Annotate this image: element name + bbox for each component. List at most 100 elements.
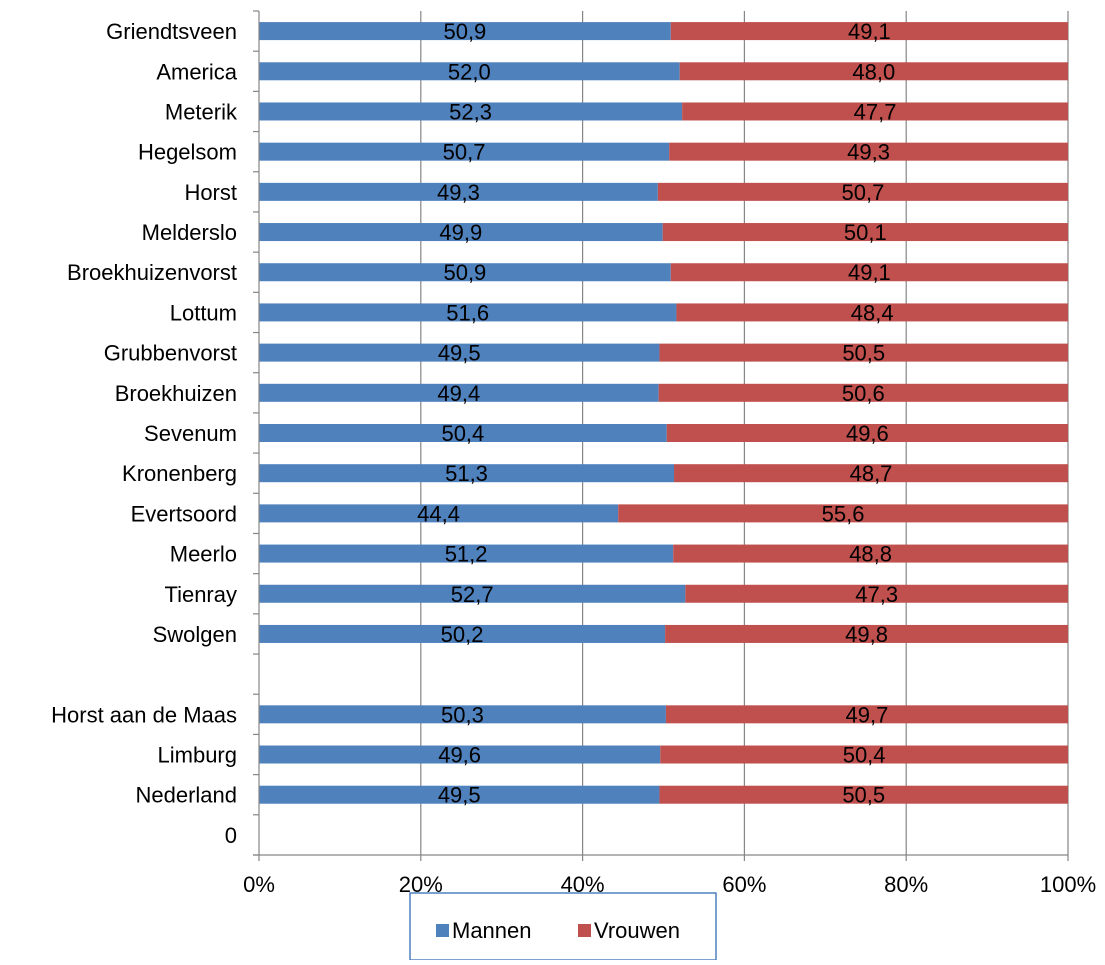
category-label: Meerlo <box>170 542 237 567</box>
data-label-vrouwen: 49,1 <box>848 260 891 285</box>
category-label: Evertsoord <box>131 501 237 526</box>
category-label: Meterik <box>165 99 238 124</box>
category-label: Hegelsom <box>138 140 237 165</box>
data-label-mannen: 49,3 <box>437 180 480 205</box>
legend-label-mannen: Mannen <box>452 918 532 943</box>
category-label: Kronenberg <box>122 461 237 486</box>
bar-mannen <box>259 343 660 362</box>
category-label: Horst aan de Maas <box>51 702 237 727</box>
data-label-mannen: 49,9 <box>439 220 482 245</box>
category-label: Grubbenvorst <box>104 341 237 366</box>
labels-layer: Griendtsveen 50,9 49,1 America 52,0 48,0 Meter… <box>51 19 898 848</box>
bar-vrouwen <box>670 263 1068 282</box>
data-label-vrouwen: 49,1 <box>848 19 891 44</box>
data-label-vrouwen: 49,6 <box>846 421 889 446</box>
data-label-mannen: 51,6 <box>446 300 489 325</box>
bar-mannen <box>259 464 675 483</box>
category-label: Sevenum <box>144 421 237 446</box>
bar-mannen <box>259 263 671 282</box>
bar-vrouwen <box>659 785 1068 804</box>
bar-vrouwen <box>657 182 1068 201</box>
legend: Mannen Vrouwen <box>409 892 717 961</box>
category-label: Lottum <box>170 300 237 325</box>
data-label-vrouwen: 50,5 <box>842 341 885 366</box>
category-label: Broekhuizenvorst <box>67 260 237 285</box>
bar-mannen <box>259 624 666 643</box>
data-label-mannen: 50,2 <box>441 622 484 647</box>
data-label-vrouwen: 50,4 <box>843 743 886 768</box>
bar-mannen <box>259 223 663 242</box>
x-tick-label: 100% <box>1040 872 1096 897</box>
category-label: Nederland <box>135 783 237 808</box>
bar-mannen <box>259 785 660 804</box>
bar-mannen <box>259 62 680 81</box>
bar-vrouwen <box>670 22 1068 41</box>
bar-mannen <box>259 745 661 764</box>
bar-mannen <box>259 303 677 322</box>
category-label: Swolgen <box>153 622 237 647</box>
data-label-vrouwen: 50,7 <box>842 180 885 205</box>
bar-vrouwen <box>669 142 1068 161</box>
data-label-vrouwen: 49,3 <box>847 140 890 165</box>
data-label-vrouwen: 55,6 <box>822 501 865 526</box>
data-label-vrouwen: 48,7 <box>850 461 893 486</box>
bar-mannen <box>259 584 686 603</box>
x-tick-label: 60% <box>722 872 766 897</box>
legend-swatch-mannen <box>436 924 449 937</box>
category-label: Horst <box>184 180 237 205</box>
bar-mannen <box>259 705 666 724</box>
data-label-mannen: 50,9 <box>443 19 486 44</box>
bar-vrouwen <box>676 303 1068 322</box>
bar-mannen <box>259 182 658 201</box>
bar-vrouwen <box>662 223 1068 242</box>
data-label-mannen: 49,4 <box>437 381 480 406</box>
data-label-mannen: 50,9 <box>443 260 486 285</box>
data-label-mannen: 51,2 <box>445 542 488 567</box>
data-label-vrouwen: 47,7 <box>854 99 897 124</box>
x-tick-label: 80% <box>884 872 928 897</box>
legend-swatch-vrouwen <box>578 924 591 937</box>
data-label-vrouwen: 49,7 <box>846 702 889 727</box>
bar-mannen <box>259 383 659 402</box>
data-label-vrouwen: 49,8 <box>845 622 888 647</box>
category-label: America <box>156 59 237 84</box>
data-label-mannen: 51,3 <box>445 461 488 486</box>
category-label: Griendtsveen <box>106 19 237 44</box>
data-label-vrouwen: 48,8 <box>849 542 892 567</box>
data-label-vrouwen: 50,6 <box>842 381 885 406</box>
data-label-mannen: 52,3 <box>449 99 492 124</box>
data-label-vrouwen: 47,3 <box>855 582 898 607</box>
data-label-mannen: 50,3 <box>441 702 484 727</box>
bar-mannen <box>259 142 670 161</box>
bars-layer <box>259 22 1068 804</box>
bar-vrouwen <box>679 62 1068 81</box>
bar-vrouwen <box>665 624 1068 643</box>
bar-vrouwen <box>673 544 1068 563</box>
data-label-vrouwen: 48,0 <box>852 59 895 84</box>
data-label-mannen: 52,7 <box>451 582 494 607</box>
bar-vrouwen <box>666 424 1068 442</box>
data-label-mannen: 49,5 <box>438 341 481 366</box>
bar-mannen <box>259 424 667 442</box>
data-label-vrouwen: 50,5 <box>842 783 885 808</box>
bar-vrouwen <box>674 464 1068 483</box>
legend-box <box>409 892 717 961</box>
category-label: 0 <box>225 823 237 848</box>
bar-mannen <box>259 544 674 563</box>
bar-vrouwen <box>658 383 1068 402</box>
data-label-mannen: 49,5 <box>438 783 481 808</box>
bar-mannen <box>259 22 671 41</box>
data-label-mannen: 50,7 <box>443 140 486 165</box>
data-label-mannen: 50,4 <box>441 421 484 446</box>
bar-mannen <box>259 102 683 121</box>
data-label-mannen: 52,0 <box>448 59 491 84</box>
data-label-mannen: 44,4 <box>417 501 460 526</box>
bar-vrouwen <box>682 102 1068 121</box>
data-label-vrouwen: 48,4 <box>851 300 894 325</box>
bar-mannen <box>259 504 619 523</box>
data-label-vrouwen: 50,1 <box>844 220 887 245</box>
bar-vrouwen <box>685 584 1068 603</box>
x-tick-label: 0% <box>243 872 275 897</box>
